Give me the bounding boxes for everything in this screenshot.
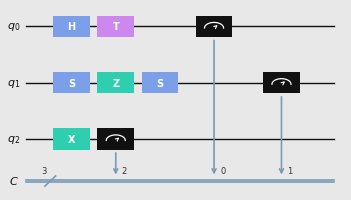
FancyBboxPatch shape xyxy=(196,17,232,38)
FancyBboxPatch shape xyxy=(142,73,178,94)
Text: 0: 0 xyxy=(220,167,225,176)
Text: 1: 1 xyxy=(287,167,293,176)
FancyBboxPatch shape xyxy=(98,129,134,150)
Text: T: T xyxy=(112,22,119,32)
Text: 2: 2 xyxy=(122,167,127,176)
FancyBboxPatch shape xyxy=(53,129,90,150)
Text: $q_0$: $q_0$ xyxy=(7,21,20,33)
Text: H: H xyxy=(67,22,75,32)
FancyBboxPatch shape xyxy=(98,73,134,94)
Text: $q_2$: $q_2$ xyxy=(7,133,20,145)
Text: $q_1$: $q_1$ xyxy=(7,77,20,89)
FancyBboxPatch shape xyxy=(263,73,300,94)
FancyBboxPatch shape xyxy=(98,17,134,38)
FancyBboxPatch shape xyxy=(53,17,90,38)
Text: C: C xyxy=(10,176,18,186)
Text: 3: 3 xyxy=(41,167,46,176)
Text: X: X xyxy=(68,134,75,144)
Text: S: S xyxy=(157,78,164,88)
Text: Z: Z xyxy=(112,78,119,88)
FancyBboxPatch shape xyxy=(53,73,90,94)
Text: S: S xyxy=(68,78,75,88)
